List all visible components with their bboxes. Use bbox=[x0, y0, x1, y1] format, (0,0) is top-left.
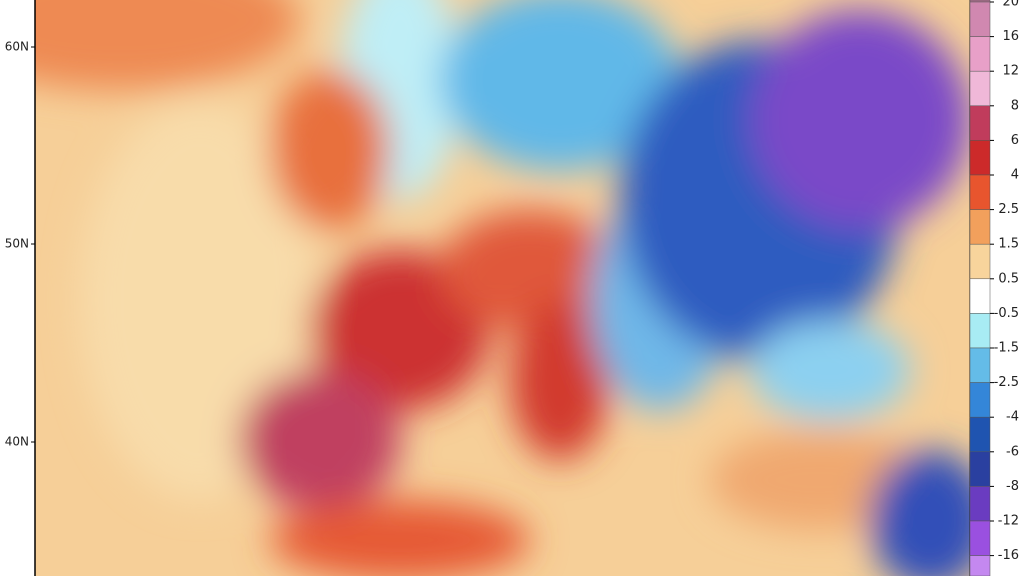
legend-label: 20 bbox=[1002, 0, 1019, 10]
legend-label: 1.5 bbox=[998, 237, 1019, 252]
legend-swatch bbox=[969, 520, 991, 556]
legend-label: 16 bbox=[1002, 29, 1019, 44]
legend-swatch bbox=[969, 1, 991, 37]
legend-label: -8 bbox=[1006, 479, 1019, 494]
legend-swatch bbox=[969, 347, 991, 383]
legend-label: -6 bbox=[1006, 444, 1019, 459]
legend-label: 4 bbox=[1011, 168, 1019, 183]
legend-label: -16 bbox=[998, 548, 1019, 563]
legend-swatch bbox=[969, 451, 991, 487]
legend-swatch bbox=[969, 174, 991, 210]
legend-label: -4 bbox=[1006, 410, 1019, 425]
legend-label: 12 bbox=[1002, 64, 1019, 79]
legend-swatch bbox=[969, 555, 991, 577]
legend-label: -0.5 bbox=[994, 306, 1019, 321]
lat-label: 40N bbox=[5, 435, 29, 449]
legend-label: -1.5 bbox=[994, 341, 1019, 356]
legend-label: 6 bbox=[1011, 133, 1019, 148]
legend-label: -12 bbox=[998, 514, 1019, 529]
legend-swatch bbox=[969, 313, 991, 349]
anomaly-field bbox=[35, 0, 970, 576]
legend-swatch bbox=[969, 105, 991, 141]
legend-swatch bbox=[969, 140, 991, 176]
legend-swatch bbox=[969, 209, 991, 245]
lat-label: 50N bbox=[5, 237, 29, 251]
legend-swatch bbox=[969, 278, 991, 314]
legend-swatch bbox=[969, 36, 991, 72]
legend-label: 8 bbox=[1011, 98, 1019, 113]
legend-label: 0.5 bbox=[998, 271, 1019, 286]
legend-swatch bbox=[969, 0, 991, 3]
legend-label: -2.5 bbox=[994, 375, 1019, 390]
legend-swatch bbox=[969, 416, 991, 453]
legend-swatch bbox=[969, 486, 991, 522]
lat-label: 60N bbox=[5, 40, 29, 54]
legend-label: 2.5 bbox=[998, 202, 1019, 217]
legend-swatch bbox=[969, 382, 991, 418]
legend-swatch bbox=[969, 70, 991, 107]
legend-swatch bbox=[969, 243, 991, 280]
